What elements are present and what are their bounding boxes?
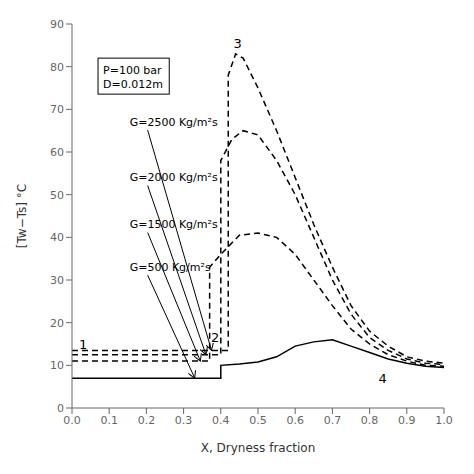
svg-text:10: 10 <box>50 359 64 372</box>
svg-text:0.7: 0.7 <box>324 414 342 427</box>
svg-text:50: 50 <box>50 189 64 202</box>
svg-text:G=2000 Kg/m²s: G=2000 Kg/m²s <box>130 171 218 184</box>
svg-text:G=500 Kg/m²s: G=500 Kg/m²s <box>130 261 211 274</box>
svg-text:20: 20 <box>50 317 64 330</box>
svg-text:70: 70 <box>50 103 64 116</box>
svg-text:0.9: 0.9 <box>398 414 416 427</box>
svg-text:60: 60 <box>50 146 64 159</box>
svg-text:0: 0 <box>57 402 64 415</box>
svg-text:0.8: 0.8 <box>361 414 379 427</box>
svg-text:4: 4 <box>378 371 386 386</box>
svg-text:X, Dryness fraction: X, Dryness fraction <box>201 441 316 455</box>
svg-text:0.4: 0.4 <box>212 414 230 427</box>
svg-text:[Tw−Ts] °C: [Tw−Ts] °C <box>15 184 29 248</box>
svg-text:0.1: 0.1 <box>100 414 118 427</box>
svg-text:1: 1 <box>79 337 87 352</box>
svg-text:90: 90 <box>50 18 64 31</box>
svg-text:40: 40 <box>50 231 64 244</box>
svg-text:0.5: 0.5 <box>249 414 267 427</box>
svg-text:0.2: 0.2 <box>138 414 156 427</box>
svg-text:G=1500 Kg/m²s: G=1500 Kg/m²s <box>130 218 218 231</box>
svg-text:0.0: 0.0 <box>63 414 81 427</box>
svg-text:0.3: 0.3 <box>175 414 193 427</box>
svg-text:P=100 barD=0.012m: P=100 barD=0.012m <box>103 64 163 91</box>
svg-text:1.0: 1.0 <box>435 414 453 427</box>
svg-text:30: 30 <box>50 274 64 287</box>
svg-text:0.6: 0.6 <box>286 414 304 427</box>
svg-text:2: 2 <box>211 330 219 345</box>
svg-text:G=2500 Kg/m²s: G=2500 Kg/m²s <box>130 116 218 129</box>
svg-text:80: 80 <box>50 61 64 74</box>
svg-text:3: 3 <box>233 36 241 51</box>
